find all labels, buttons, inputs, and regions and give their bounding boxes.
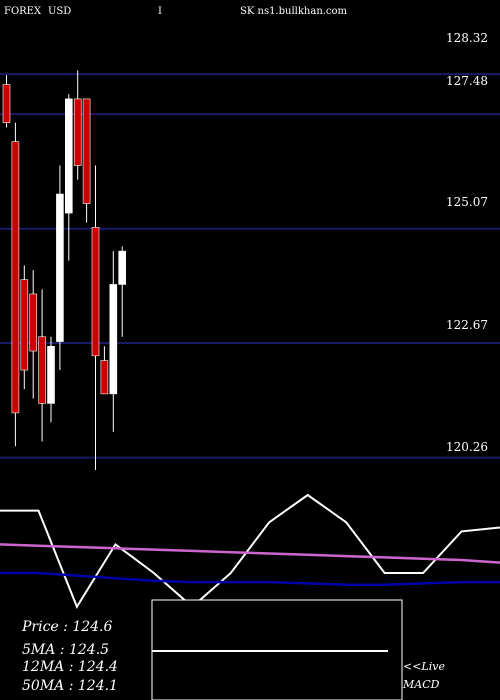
indicator-line-1 (0, 493, 500, 610)
indicator-line-2 (0, 543, 500, 564)
candle-body-8 (65, 98, 73, 214)
candle-body-12 (100, 360, 109, 395)
level-label-3: 125.07 (446, 195, 488, 209)
candle-body-5 (38, 336, 46, 404)
indicator-line-3 (0, 571, 500, 586)
header-symbol: FOREX (4, 6, 42, 17)
level-label-4: 122.67 (446, 318, 488, 332)
candles (2, 70, 126, 470)
header-pair: USD (48, 6, 71, 17)
live-label: <<Live (403, 660, 445, 673)
candle-body-14 (118, 250, 126, 285)
candle-body-2 (11, 141, 20, 414)
candle-body-4 (29, 293, 38, 352)
level-label-5: 120.26 (446, 440, 488, 454)
header-site: SK ns1.bullkhan.com (240, 6, 348, 17)
candle-body-11 (91, 227, 100, 357)
ma5-readout: 5MA : 124.5 (22, 642, 109, 658)
candle-body-6 (47, 345, 55, 404)
candle-body-13 (109, 284, 118, 395)
macd-label: MACD (402, 678, 440, 691)
level-label-1: 128.32 (446, 31, 488, 45)
candle-body-3 (20, 279, 29, 371)
ma50-readout: 50MA : 124.1 (22, 678, 118, 694)
candle-body-7 (56, 193, 64, 342)
level-label-2: 127.48 (446, 74, 488, 88)
header-interval: I (158, 6, 162, 17)
ma12-readout: 12MA : 124.4 (22, 659, 118, 675)
price-readout: Price : 124.6 (21, 619, 113, 635)
candle-body-9 (73, 98, 82, 166)
indicator-panel (0, 493, 500, 610)
candle-body-1 (2, 84, 11, 123)
candle-body-10 (82, 98, 91, 204)
